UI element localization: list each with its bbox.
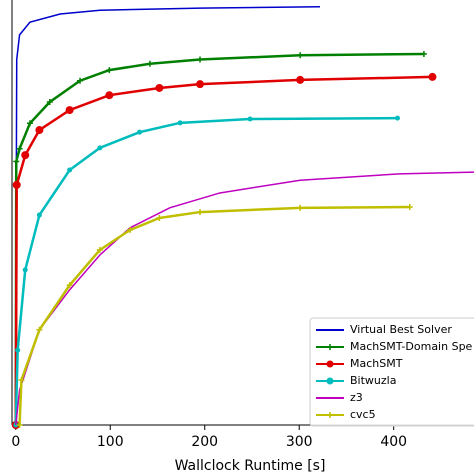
x-tick-label: 300 [286, 434, 313, 450]
legend-box [309, 317, 474, 427]
point [13, 158, 20, 165]
legend-marker [327, 412, 333, 418]
point [428, 72, 437, 81]
point [96, 246, 103, 253]
series-line [14, 116, 398, 426]
legend-label: Virtual Best Solver [350, 323, 452, 336]
legend-marker [327, 344, 333, 350]
point [13, 422, 19, 428]
point [21, 151, 30, 160]
point [137, 129, 143, 135]
point [420, 50, 427, 57]
point [106, 67, 113, 74]
point [46, 99, 53, 105]
x-tick-label: 100 [97, 434, 124, 450]
point [394, 115, 400, 121]
point [297, 204, 304, 211]
point [16, 422, 23, 428]
legend-label: cvc5 [350, 408, 376, 421]
legend-label: Bitwuzla [350, 374, 396, 387]
series-line [14, 75, 433, 426]
point [65, 106, 74, 115]
point [67, 167, 73, 173]
point [197, 56, 204, 63]
point [155, 83, 164, 92]
point [18, 376, 25, 383]
legend-label: z3 [350, 391, 363, 404]
legend-label: MachSMT-Domain Spe [350, 340, 473, 353]
series-line [18, 205, 410, 426]
legend-marker [326, 360, 334, 368]
x-tick-label: 400 [380, 434, 407, 450]
point [66, 282, 73, 289]
point [296, 75, 305, 84]
point [177, 120, 183, 126]
point [97, 145, 103, 151]
point [156, 215, 163, 222]
point [36, 212, 42, 218]
point [197, 209, 204, 216]
point [12, 180, 21, 189]
x-tick-label: 200 [191, 434, 218, 450]
point [146, 60, 153, 67]
x-axis-label: Wallclock Runtime [s] [175, 458, 326, 474]
legend-label: MachSMT [350, 357, 403, 370]
point [247, 116, 253, 122]
point [105, 91, 114, 100]
point [26, 120, 33, 127]
point [406, 203, 413, 210]
legend: Virtual Best Solver MachSMT-Domain Spe Mac… [309, 317, 474, 427]
point [297, 52, 304, 59]
point [15, 347, 21, 353]
legend-marker [326, 377, 334, 385]
point [16, 145, 23, 152]
point [77, 77, 84, 84]
point [196, 80, 205, 89]
series-line [15, 6, 321, 426]
x-tick-label: 0 [11, 434, 20, 450]
point [22, 267, 28, 273]
point [36, 326, 43, 333]
point [35, 126, 44, 135]
point [127, 226, 134, 233]
